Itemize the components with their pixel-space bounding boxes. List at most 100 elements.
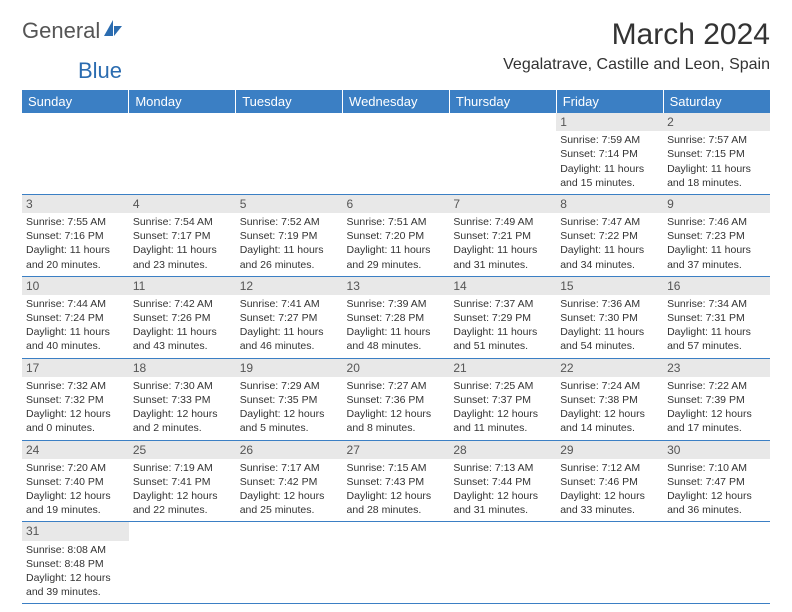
day-info-line: and 11 minutes.	[453, 421, 552, 435]
day-info-line: and 19 minutes.	[26, 503, 125, 517]
day-info-line: Sunrise: 7:57 AM	[667, 133, 766, 147]
logo-text-2: Blue	[78, 58, 792, 84]
day-info-line: Sunset: 7:37 PM	[453, 393, 552, 407]
day-cell: 26Sunrise: 7:17 AMSunset: 7:42 PMDayligh…	[236, 440, 343, 522]
day-info-line: Sunset: 7:31 PM	[667, 311, 766, 325]
day-number: 3	[22, 195, 129, 213]
day-info-line: Daylight: 12 hours	[26, 489, 125, 503]
weekday-header: Sunday	[22, 90, 129, 113]
day-info-line: and 37 minutes.	[667, 258, 766, 272]
empty-cell	[449, 113, 556, 194]
day-info-line: and 33 minutes.	[560, 503, 659, 517]
day-cell: 29Sunrise: 7:12 AMSunset: 7:46 PMDayligh…	[556, 440, 663, 522]
day-cell: 31Sunrise: 8:08 AMSunset: 8:48 PMDayligh…	[22, 522, 129, 604]
day-info-line: Sunset: 7:38 PM	[560, 393, 659, 407]
day-info-line: Sunset: 7:16 PM	[26, 229, 125, 243]
calendar-row: 31Sunrise: 8:08 AMSunset: 8:48 PMDayligh…	[22, 522, 770, 604]
day-info-line: Sunset: 7:26 PM	[133, 311, 232, 325]
day-info-line: Daylight: 11 hours	[560, 325, 659, 339]
day-info-line: Sunset: 7:28 PM	[347, 311, 446, 325]
day-info-line: and 17 minutes.	[667, 421, 766, 435]
day-info-line: and 40 minutes.	[26, 339, 125, 353]
day-cell: 5Sunrise: 7:52 AMSunset: 7:19 PMDaylight…	[236, 194, 343, 276]
day-cell: 22Sunrise: 7:24 AMSunset: 7:38 PMDayligh…	[556, 358, 663, 440]
day-info-line: Sunset: 7:22 PM	[560, 229, 659, 243]
day-info-line: Sunrise: 7:20 AM	[26, 461, 125, 475]
weekday-header: Saturday	[663, 90, 770, 113]
calendar-row: 3Sunrise: 7:55 AMSunset: 7:16 PMDaylight…	[22, 194, 770, 276]
day-info-line: Sunrise: 7:13 AM	[453, 461, 552, 475]
day-info-line: and 28 minutes.	[347, 503, 446, 517]
weekday-header-row: Sunday Monday Tuesday Wednesday Thursday…	[22, 90, 770, 113]
day-info-line: and 54 minutes.	[560, 339, 659, 353]
day-info-line: and 48 minutes.	[347, 339, 446, 353]
day-info-line: Daylight: 11 hours	[667, 243, 766, 257]
day-info-line: Sunrise: 7:42 AM	[133, 297, 232, 311]
weekday-header: Wednesday	[343, 90, 450, 113]
day-info-line: Sunset: 7:27 PM	[240, 311, 339, 325]
day-info-line: and 18 minutes.	[667, 176, 766, 190]
day-info-line: Sunset: 7:43 PM	[347, 475, 446, 489]
day-info-line: Sunrise: 8:08 AM	[26, 543, 125, 557]
day-number: 20	[343, 359, 450, 377]
day-info-line: Sunrise: 7:30 AM	[133, 379, 232, 393]
day-number: 6	[343, 195, 450, 213]
day-cell: 1Sunrise: 7:59 AMSunset: 7:14 PMDaylight…	[556, 113, 663, 194]
day-number: 17	[22, 359, 129, 377]
day-info-line: Sunrise: 7:24 AM	[560, 379, 659, 393]
logo: General	[22, 18, 126, 44]
day-info-line: Sunset: 7:41 PM	[133, 475, 232, 489]
day-cell: 28Sunrise: 7:13 AMSunset: 7:44 PMDayligh…	[449, 440, 556, 522]
day-cell: 10Sunrise: 7:44 AMSunset: 7:24 PMDayligh…	[22, 276, 129, 358]
day-number: 26	[236, 441, 343, 459]
empty-cell	[236, 522, 343, 604]
day-info-line: Sunrise: 7:46 AM	[667, 215, 766, 229]
day-cell: 8Sunrise: 7:47 AMSunset: 7:22 PMDaylight…	[556, 194, 663, 276]
day-info-line: Sunrise: 7:19 AM	[133, 461, 232, 475]
calendar-body: 1Sunrise: 7:59 AMSunset: 7:14 PMDaylight…	[22, 113, 770, 604]
day-cell: 23Sunrise: 7:22 AMSunset: 7:39 PMDayligh…	[663, 358, 770, 440]
day-info-line: and 22 minutes.	[133, 503, 232, 517]
calendar-row: 24Sunrise: 7:20 AMSunset: 7:40 PMDayligh…	[22, 440, 770, 522]
weekday-header: Thursday	[449, 90, 556, 113]
day-info-line: and 20 minutes.	[26, 258, 125, 272]
day-info-line: and 43 minutes.	[133, 339, 232, 353]
day-info-line: Sunset: 7:21 PM	[453, 229, 552, 243]
day-cell: 27Sunrise: 7:15 AMSunset: 7:43 PMDayligh…	[343, 440, 450, 522]
day-info-line: and 0 minutes.	[26, 421, 125, 435]
day-info-line: Daylight: 11 hours	[453, 325, 552, 339]
day-info-line: Sunset: 7:17 PM	[133, 229, 232, 243]
day-info-line: and 5 minutes.	[240, 421, 339, 435]
day-cell: 15Sunrise: 7:36 AMSunset: 7:30 PMDayligh…	[556, 276, 663, 358]
day-cell: 14Sunrise: 7:37 AMSunset: 7:29 PMDayligh…	[449, 276, 556, 358]
calendar-table: Sunday Monday Tuesday Wednesday Thursday…	[22, 90, 770, 604]
day-info-line: Sunrise: 7:12 AM	[560, 461, 659, 475]
day-number: 2	[663, 113, 770, 131]
day-info-line: Daylight: 11 hours	[26, 243, 125, 257]
day-cell: 25Sunrise: 7:19 AMSunset: 7:41 PMDayligh…	[129, 440, 236, 522]
day-info-line: Daylight: 12 hours	[240, 407, 339, 421]
day-info-line: Daylight: 12 hours	[133, 489, 232, 503]
day-info-line: Daylight: 11 hours	[240, 325, 339, 339]
day-info-line: Sunrise: 7:29 AM	[240, 379, 339, 393]
day-info-line: Sunrise: 7:44 AM	[26, 297, 125, 311]
day-cell: 12Sunrise: 7:41 AMSunset: 7:27 PMDayligh…	[236, 276, 343, 358]
day-info-line: Sunset: 7:39 PM	[667, 393, 766, 407]
day-info-line: and 34 minutes.	[560, 258, 659, 272]
day-info-line: Sunrise: 7:59 AM	[560, 133, 659, 147]
weekday-header: Monday	[129, 90, 236, 113]
day-info-line: and 31 minutes.	[453, 503, 552, 517]
day-info-line: Daylight: 11 hours	[667, 325, 766, 339]
day-cell: 13Sunrise: 7:39 AMSunset: 7:28 PMDayligh…	[343, 276, 450, 358]
day-info-line: Daylight: 12 hours	[347, 407, 446, 421]
day-number: 11	[129, 277, 236, 295]
empty-cell	[449, 522, 556, 604]
day-number: 8	[556, 195, 663, 213]
empty-cell	[556, 522, 663, 604]
day-info-line: Daylight: 11 hours	[347, 325, 446, 339]
day-info-line: Daylight: 12 hours	[560, 407, 659, 421]
day-info-line: Sunset: 7:40 PM	[26, 475, 125, 489]
day-info-line: Daylight: 11 hours	[26, 325, 125, 339]
day-cell: 11Sunrise: 7:42 AMSunset: 7:26 PMDayligh…	[129, 276, 236, 358]
day-info-line: Sunset: 7:23 PM	[667, 229, 766, 243]
